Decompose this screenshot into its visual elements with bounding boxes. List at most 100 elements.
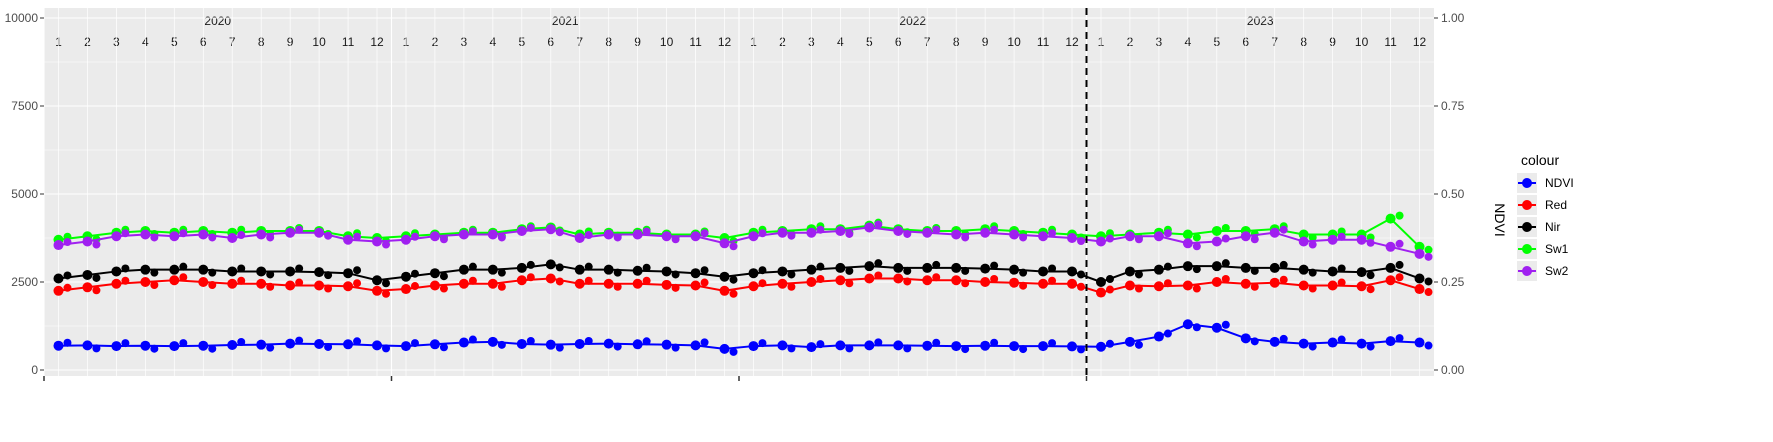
data-point-sw2 [198, 229, 209, 240]
data-point-ndvi [1211, 322, 1222, 333]
data-point-sw2 [1395, 239, 1404, 248]
data-point-nir [951, 262, 962, 273]
data-point-ndvi [343, 339, 354, 350]
data-point-nir [256, 266, 267, 277]
data-point-nir [1337, 264, 1346, 273]
data-point-sw2 [1240, 231, 1251, 242]
data-point-red [719, 285, 730, 296]
data-point-ndvi [777, 340, 788, 351]
data-point-sw2 [400, 234, 411, 245]
data-point-ndvi [1124, 336, 1135, 347]
data-point-ndvi [382, 344, 391, 353]
data-point-nir [266, 270, 275, 279]
data-point-sw2 [353, 232, 362, 241]
data-point-sw2 [700, 229, 709, 238]
data-point-sw2 [671, 235, 680, 244]
data-point-ndvi [314, 338, 325, 349]
data-point-sw2 [903, 229, 912, 238]
data-point-nir [400, 271, 411, 282]
series-nir [53, 259, 1433, 288]
data-point-nir [1019, 268, 1028, 277]
data-point-nir [990, 261, 999, 270]
data-point-ndvi [690, 340, 701, 351]
legend-item-ndvi: NDVI [1517, 173, 1574, 193]
data-point-sw2 [1182, 238, 1193, 249]
data-point-nir [1327, 266, 1338, 277]
data-point-sw2 [1095, 236, 1106, 247]
data-point-red [980, 277, 991, 287]
legend-title: colour [1521, 152, 1559, 168]
data-point-ndvi [53, 340, 64, 351]
data-point-ndvi [208, 344, 217, 353]
legend-label: Nir [1545, 220, 1560, 234]
data-point-nir [700, 266, 709, 275]
data-point-red [555, 277, 564, 286]
data-point-red [169, 275, 180, 286]
data-point-nir [169, 264, 180, 275]
data-point-nir [324, 271, 333, 280]
data-point-red [632, 278, 643, 289]
data-point-red [690, 280, 701, 291]
data-point-sw2 [169, 231, 180, 242]
data-point-nir [343, 268, 354, 279]
data-point-nir [932, 260, 941, 269]
data-point-red [92, 286, 101, 295]
data-point-nir [179, 262, 188, 271]
data-point-nir [497, 268, 506, 277]
data-point-ndvi [758, 339, 767, 348]
data-point-red [932, 273, 941, 282]
data-point-nir [922, 262, 933, 273]
data-point-ndvi [1308, 342, 1317, 351]
data-point-nir [1366, 271, 1375, 280]
data-point-ndvi [237, 338, 246, 347]
data-point-nir [1424, 277, 1433, 286]
data-point-sw2 [1308, 240, 1317, 249]
data-point-nir [314, 267, 325, 278]
data-point-red [343, 281, 354, 292]
data-point-ndvi [1077, 345, 1086, 354]
data-point-sw2 [314, 227, 325, 238]
data-point-ndvi [468, 335, 477, 344]
data-point-nir [1009, 264, 1020, 275]
data-point-sw2 [1192, 242, 1201, 251]
data-point-nir [1250, 266, 1259, 275]
data-point-sw2 [150, 233, 159, 242]
data-point-ndvi [1095, 341, 1106, 352]
data-point-sw2 [227, 233, 238, 243]
data-point-red [1221, 275, 1230, 283]
data-point-ndvi [874, 338, 883, 347]
data-point-sw2 [1124, 231, 1135, 242]
data-point-red [285, 280, 296, 291]
data-point-red [372, 285, 383, 296]
data-point-nir [661, 266, 672, 277]
data-point-ndvi [1250, 337, 1259, 346]
data-point-red [353, 279, 362, 288]
data-point-ndvi [1337, 335, 1346, 344]
data-point-ndvi [922, 340, 933, 351]
data-point-ndvi [835, 340, 846, 351]
data-point-sw2 [787, 231, 796, 240]
data-point-sw2 [1279, 225, 1288, 234]
data-point-red [961, 279, 970, 288]
data-point-ndvi [497, 340, 506, 349]
data-point-red [256, 278, 267, 289]
legend-key-point [1522, 178, 1532, 188]
data-point-sw2 [1327, 234, 1338, 245]
data-point-sw1 [1211, 225, 1222, 236]
data-point-nir [642, 263, 651, 272]
data-point-sw2 [458, 229, 469, 240]
data-point-ndvi [748, 341, 759, 352]
data-point-sw1 [1221, 223, 1230, 232]
data-point-red [545, 273, 556, 284]
data-point-nir [845, 266, 854, 275]
data-point-ndvi [429, 339, 440, 350]
data-point-sw1 [1424, 245, 1433, 254]
grid-lines [43, 8, 1434, 376]
data-point-ndvi [1153, 331, 1164, 342]
data-point-red [700, 278, 709, 287]
data-point-ndvi [1182, 319, 1193, 330]
data-point-sw2 [806, 227, 817, 238]
data-point-ndvi [400, 341, 411, 352]
data-point-ndvi [63, 338, 72, 347]
data-point-red [1153, 281, 1164, 292]
